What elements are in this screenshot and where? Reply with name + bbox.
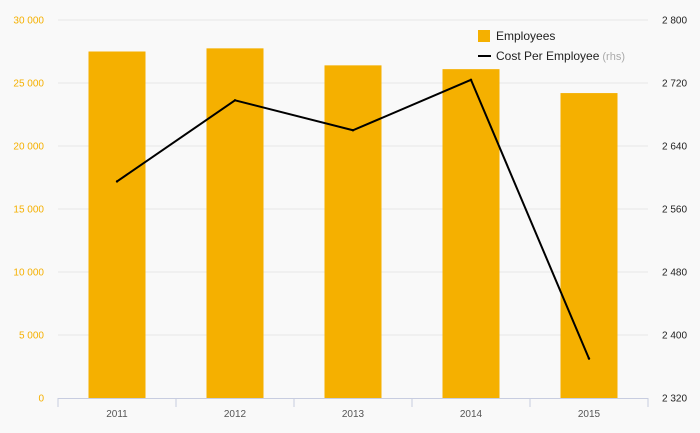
legend-swatch-employees [478, 30, 490, 42]
bar-employees [206, 48, 264, 398]
legend-label-cost-per-employee: Cost Per Employee (rhs) [496, 49, 625, 63]
line-point-cost-per-employee [115, 180, 119, 183]
bar-employees [560, 93, 618, 398]
y-left-tick-label: 0 [38, 394, 44, 405]
y-left-tick-label: 30 000 [13, 16, 44, 27]
line-cost-per-employee [115, 78, 591, 360]
line-point-cost-per-employee [233, 99, 237, 102]
x-tick-label: 2014 [460, 409, 483, 420]
bar-employees [88, 51, 146, 398]
bars-employees [88, 48, 618, 399]
y-left-tick-label: 25 000 [13, 79, 44, 90]
y-axis-right: 2 320 2 400 2 480 2 560 2 640 2 720 2 800 [662, 16, 687, 405]
x-axis: 2011 2012 2013 2014 2015 [57, 398, 649, 420]
y-right-tick-label: 2 640 [662, 142, 687, 153]
x-tick-label: 2011 [106, 409, 128, 420]
y-right-tick-label: 2 400 [662, 331, 687, 342]
legend-label-cost-per-employee-name: Cost Per Employee [496, 49, 600, 63]
legend: Employees Cost Per Employee (rhs) [478, 29, 625, 63]
legend-label-rhs-note: (rhs) [602, 51, 625, 63]
y-left-tick-label: 20 000 [13, 142, 44, 153]
y-right-tick-label: 2 720 [662, 79, 687, 90]
line-point-cost-per-employee [351, 129, 355, 132]
line-point-cost-per-employee [587, 357, 591, 360]
legend-label-employees: Employees [496, 29, 555, 43]
bar-employees [442, 69, 500, 398]
x-tick-label: 2013 [342, 409, 365, 420]
bar-employees [324, 65, 382, 399]
y-right-tick-label: 2 320 [662, 394, 687, 405]
y-axis-left: 0 5 000 10 000 15 000 20 000 25 000 30 000 [13, 16, 44, 405]
y-right-tick-label: 2 800 [662, 16, 687, 27]
y-left-tick-label: 5 000 [19, 331, 44, 342]
x-tick-label: 2015 [578, 409, 601, 420]
y-left-tick-label: 10 000 [13, 268, 44, 279]
x-tick-label: 2012 [224, 409, 247, 420]
y-left-tick-label: 15 000 [13, 205, 44, 216]
y-right-tick-label: 2 560 [662, 205, 687, 216]
line-point-cost-per-employee [469, 78, 473, 82]
y-right-tick-label: 2 480 [662, 268, 687, 279]
